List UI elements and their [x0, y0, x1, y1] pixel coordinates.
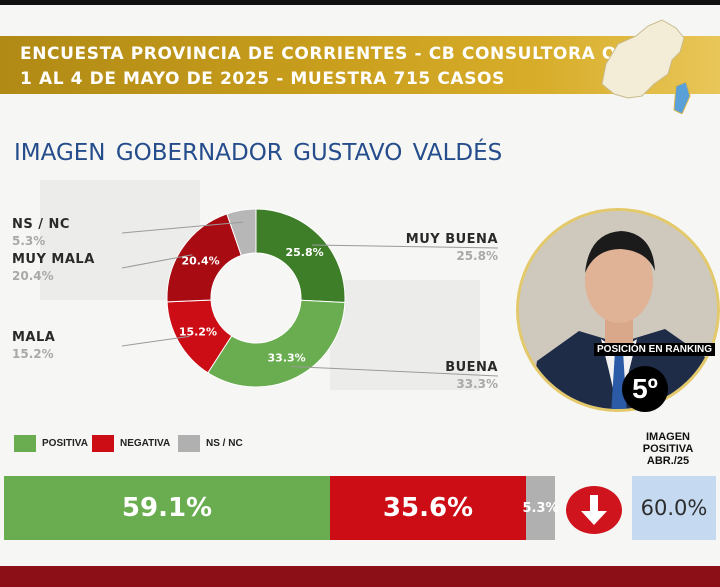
donut-chart: 25.8% 33.3% 15.2% 20.4% — [121, 208, 499, 388]
pie-category-value: 5.3% — [12, 234, 46, 248]
pie-category-label: MALA — [12, 330, 56, 345]
previous-image-title: IMAGEN POSITIVA ABR./25 — [642, 431, 694, 467]
stacked-bar-segment: 59.1% — [4, 476, 330, 540]
top-border — [0, 0, 720, 5]
person-silhouette-icon — [519, 211, 717, 409]
stacked-bar-segment: 5.3% — [522, 476, 559, 540]
stacked-bar-value-label: 5.3% — [522, 500, 559, 516]
pie-value-label: 20.4% — [181, 254, 219, 267]
pie-category-label: MUY BUENA — [405, 232, 498, 247]
legend-label: NS / NC — [206, 438, 243, 449]
pie-leader-line — [121, 254, 193, 269]
legend-swatch — [178, 435, 200, 452]
pie-category-value: 15.2% — [12, 347, 54, 361]
pie-category-label: MUY MALA — [12, 252, 95, 267]
footer-band — [0, 566, 720, 587]
ranking-position-badge: 5º — [622, 366, 668, 412]
header-band: ENCUESTA PROVINCIA DE CORRIENTES - CB CO… — [0, 36, 720, 94]
pie-slice — [226, 208, 257, 257]
pie-value-label: 33.3% — [268, 352, 306, 365]
pie-slice — [255, 208, 346, 303]
legend-label: NEGATIVA — [120, 438, 171, 449]
header-line-1: ENCUESTA PROVINCIA DE CORRIENTES - CB CO… — [20, 44, 631, 64]
pie-value-label: 25.8% — [285, 246, 323, 259]
pie-leader-line — [121, 335, 190, 347]
down-arrow-icon — [581, 495, 607, 525]
legend-swatch — [14, 435, 36, 452]
pie-category-label: NS / NC — [12, 217, 70, 232]
stacked-bar-value-label: 35.6% — [382, 493, 474, 523]
pie-leader-line — [291, 365, 499, 377]
legend-swatch — [92, 435, 114, 452]
pie-value-label: 15.2% — [179, 325, 217, 338]
pie-leader-line — [311, 244, 499, 249]
pie-category-value: 25.8% — [456, 249, 498, 263]
page-title: IMAGEN GOBERNADOR GUSTAVO VALDÉS — [14, 140, 503, 166]
pie-slice — [207, 299, 346, 388]
header-line-2: 1 AL 4 DE MAYO DE 2025 - MUESTRA 715 CAS… — [20, 69, 505, 89]
stacked-bar-value-label: 59.1% — [121, 493, 213, 523]
province-map-icon — [601, 19, 691, 114]
trend-down-arrow — [566, 486, 622, 534]
legend-item-negativa: NEGATIVA — [92, 435, 170, 452]
stacked-bar-segment: 35.6% — [330, 476, 526, 540]
pie-category-value: 33.3% — [456, 377, 498, 391]
ranking-label: POSICIÓN EN RANKING — [594, 343, 716, 356]
legend-item-nsnc: NS / NC — [178, 435, 243, 452]
previous-positive-value: 60.0% — [632, 476, 716, 540]
pie-category-value: 20.4% — [12, 269, 54, 283]
legend-item-positiva: POSITIVA — [14, 435, 88, 452]
pie-leader-line — [121, 221, 244, 234]
pie-category-label: BUENA — [445, 360, 498, 375]
governor-portrait — [516, 208, 720, 412]
legend-label: POSITIVA — [42, 438, 88, 449]
